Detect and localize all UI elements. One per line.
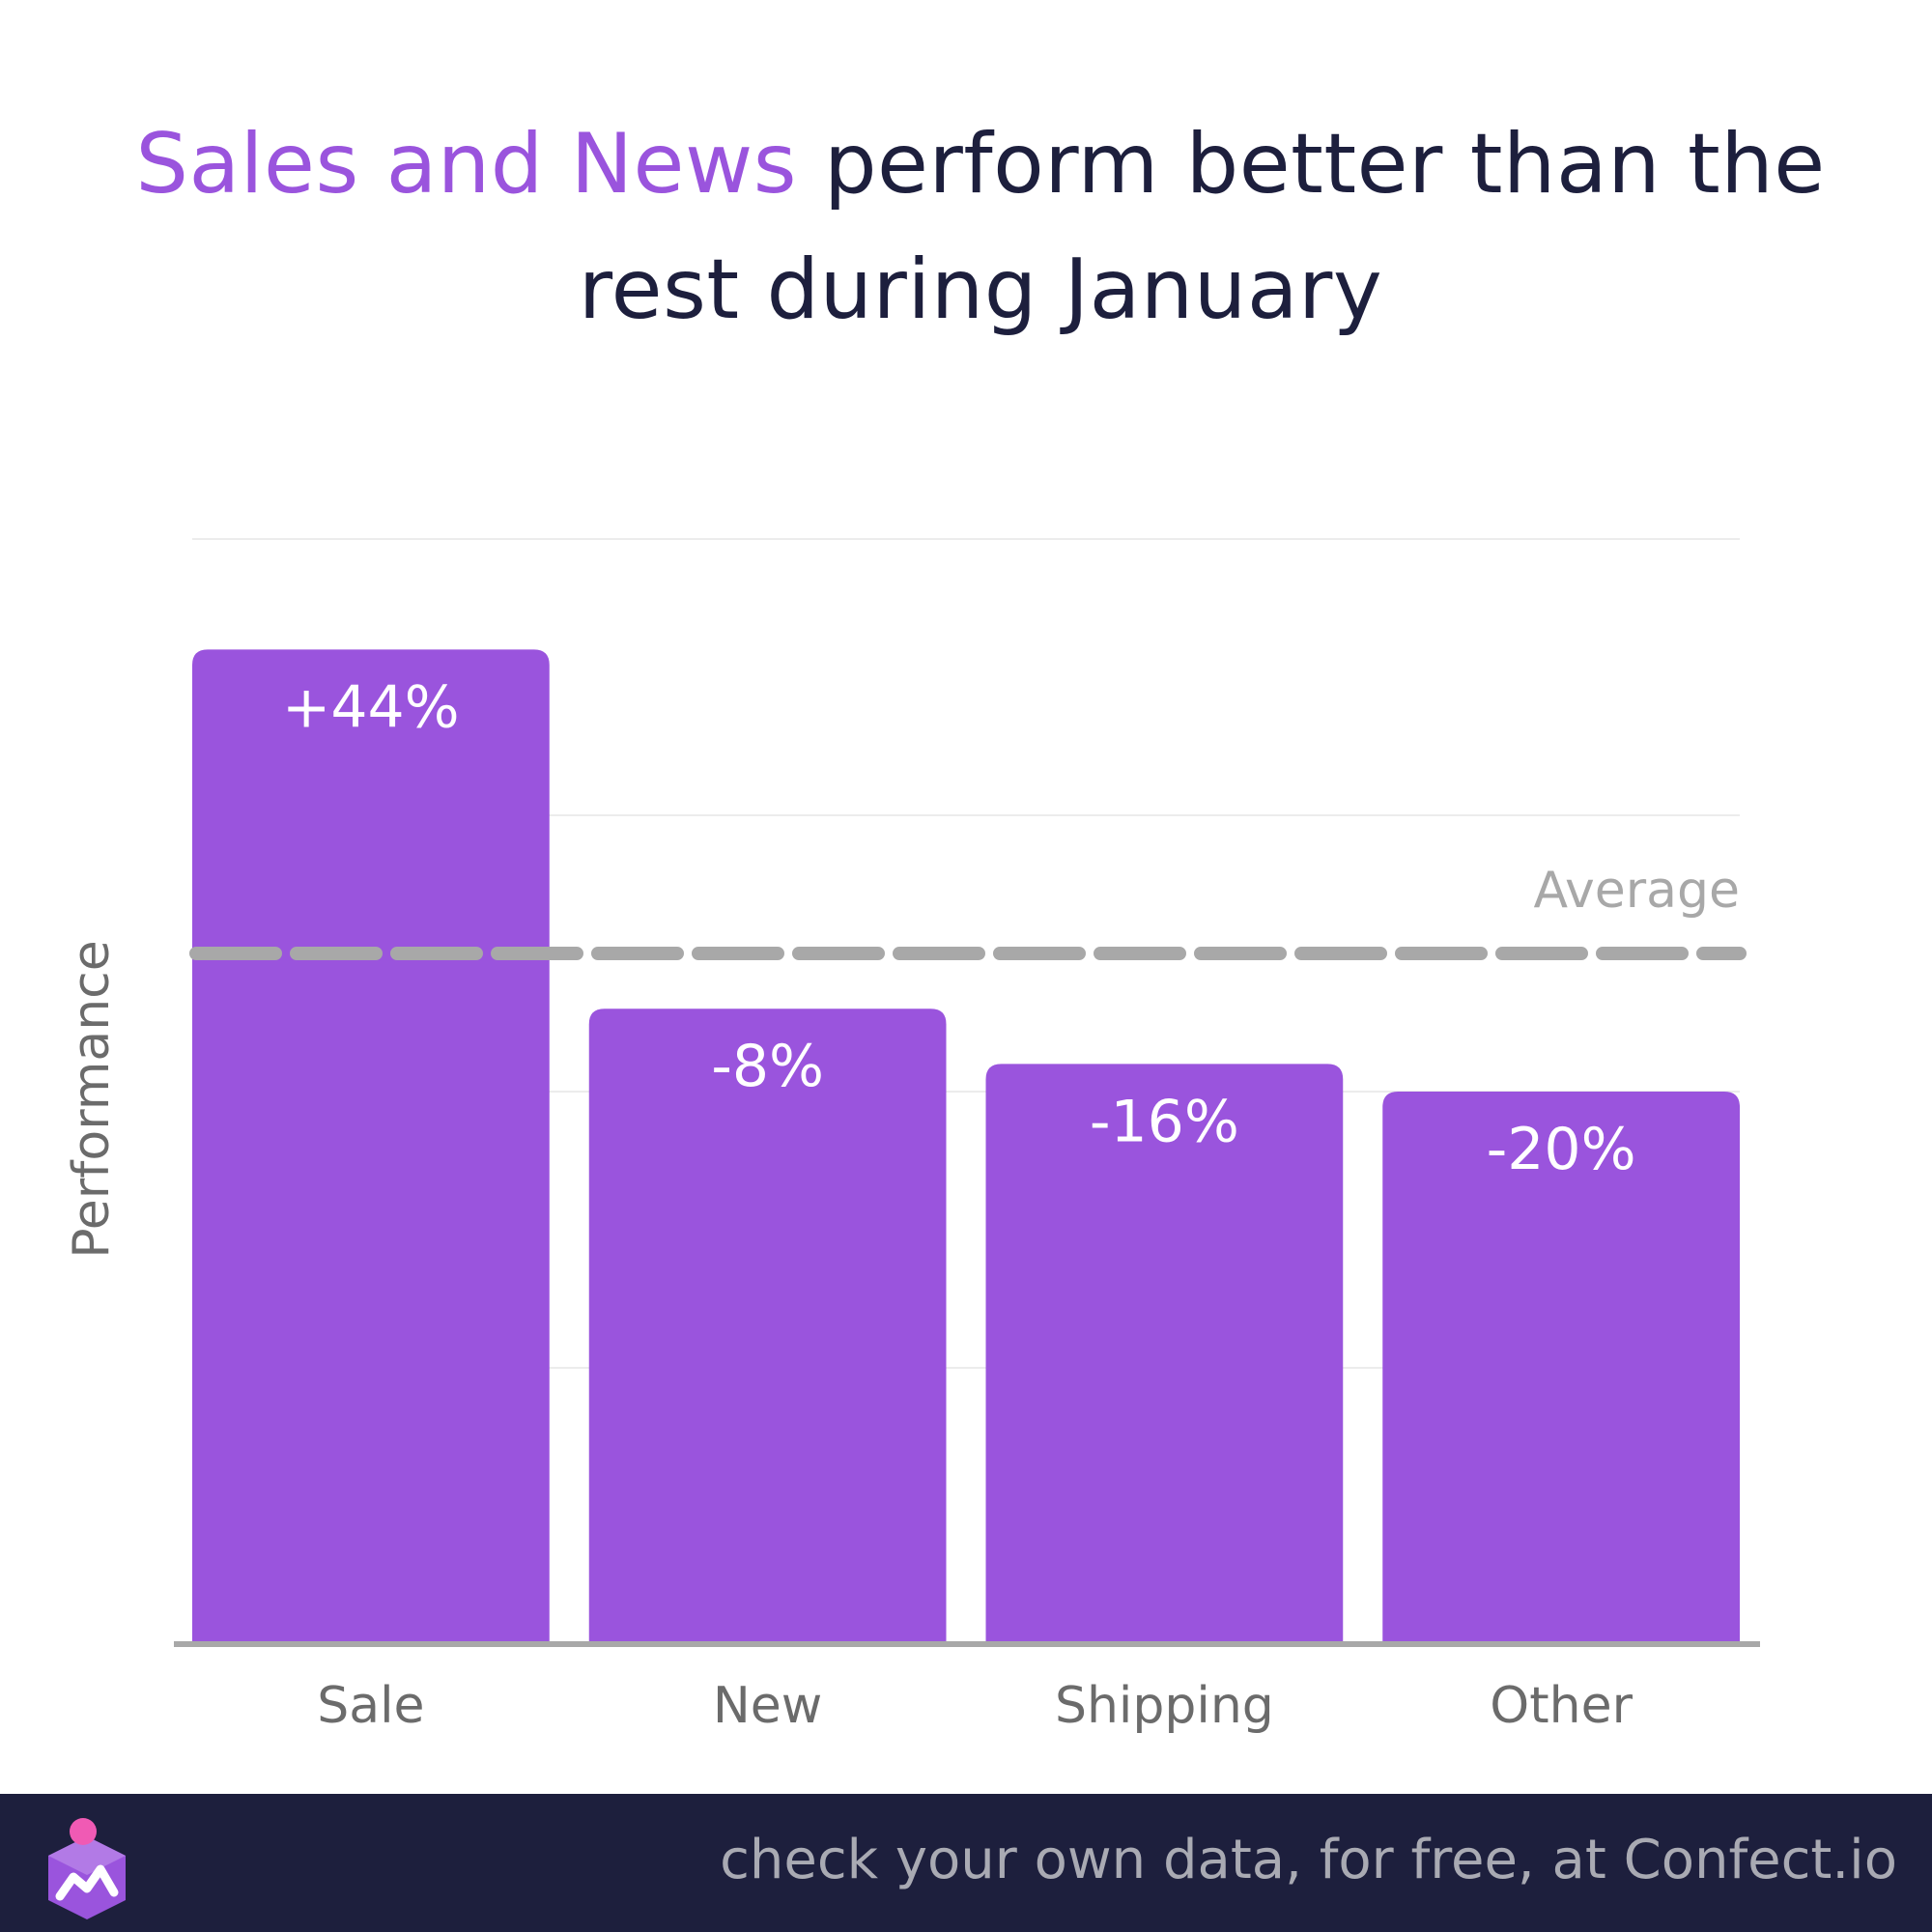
axes: Sale New Shipping Other Performance — [63, 940, 1760, 1735]
chart-title-rest: perform better than the rest during Janu… — [578, 116, 1826, 338]
category-label-shipping: Shipping — [1055, 1677, 1274, 1735]
bar-other[interactable] — [1382, 1092, 1740, 1644]
bar-new[interactable] — [588, 1009, 947, 1644]
average-label: Average — [1533, 862, 1740, 920]
category-label-new: New — [713, 1677, 822, 1735]
data-label-sale: +44% — [282, 673, 460, 741]
category-label-sale: Sale — [317, 1677, 424, 1735]
bar-shipping[interactable] — [985, 1064, 1344, 1644]
data-label-shipping: -16% — [1090, 1088, 1239, 1155]
footer-text[interactable]: check your own data, for free, at Confec… — [720, 1829, 1897, 1891]
average-reference: Average — [189, 862, 1747, 960]
bars: +44% -8% -16% -20% — [192, 649, 1740, 1644]
chart-title-highlight: Sales and News — [135, 116, 798, 213]
category-label-other: Other — [1490, 1677, 1633, 1735]
data-label-new: -8% — [711, 1033, 824, 1100]
footer-banner: check your own data, for free, at Confec… — [0, 1794, 1932, 1932]
bar-sale[interactable] — [192, 649, 550, 1644]
y-axis-label: Performance — [63, 940, 121, 1259]
confect-logo-icon[interactable] — [39, 1815, 135, 1921]
data-label-other: -20% — [1487, 1116, 1636, 1183]
chart-title: Sales and News perform better than the r… — [77, 101, 1884, 353]
